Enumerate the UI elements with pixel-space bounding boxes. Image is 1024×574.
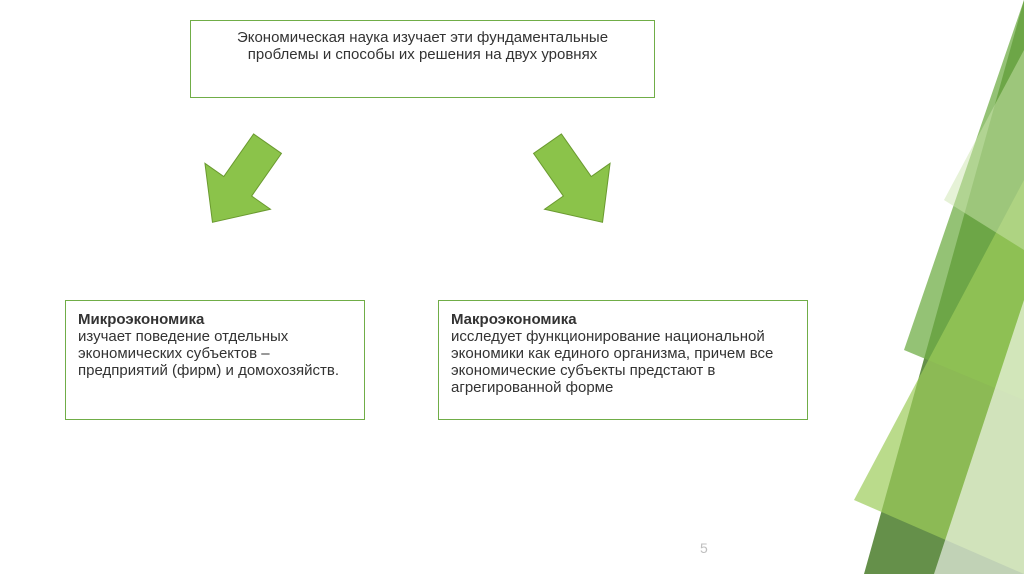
page-number: 5 [700,540,708,556]
top-summary-box: Экономическая наука изучает эти фундамен… [190,20,655,98]
macroeconomics-title: Макроэкономика [451,311,795,328]
top-summary-text: Экономическая наука изучает эти фундамен… [237,29,608,63]
microeconomics-box: Микроэкономика изучает поведение отдельн… [65,300,365,420]
arrow-right-icon [530,130,620,241]
background-decoration [824,0,1024,574]
macroeconomics-box: Макроэкономика исследует функционировани… [438,300,808,420]
microeconomics-title: Микроэкономика [78,311,352,328]
microeconomics-body: изучает поведение отдельных экономически… [78,328,339,379]
macroeconomics-body: исследует функционирование национальной … [451,328,773,396]
arrow-left-icon [195,130,285,241]
